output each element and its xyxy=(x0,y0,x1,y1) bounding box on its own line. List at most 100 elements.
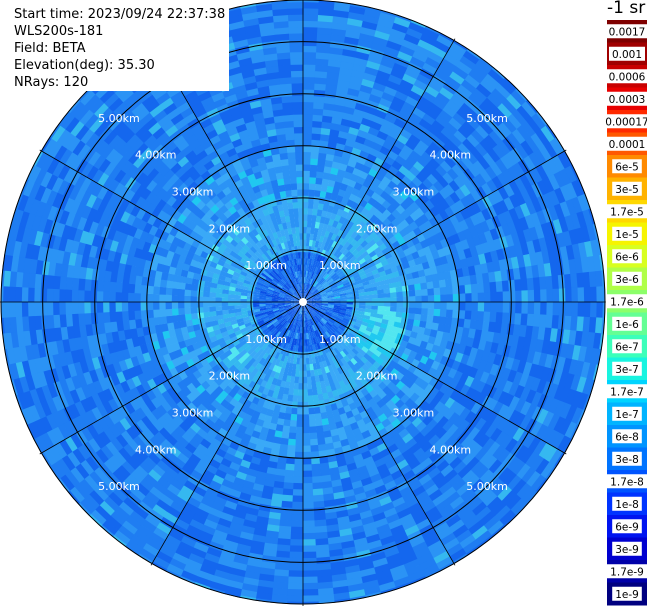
radar-gate xyxy=(284,463,295,471)
radar-gate xyxy=(401,175,413,187)
radar-gate xyxy=(350,238,358,247)
radar-gate xyxy=(449,94,465,109)
radar-gate xyxy=(315,177,323,185)
radar-gate xyxy=(449,203,461,215)
radar-gate xyxy=(449,269,458,279)
radar-gate xyxy=(303,257,306,265)
radar-gate xyxy=(303,39,318,47)
radar-gate xyxy=(315,299,323,301)
radar-gate xyxy=(190,289,198,297)
radar-gate xyxy=(422,62,439,75)
radar-gate xyxy=(115,311,123,322)
radar-gate xyxy=(427,79,444,93)
radar-gate xyxy=(215,306,223,312)
radar-gate xyxy=(565,302,573,317)
radar-gate xyxy=(409,191,420,202)
radar-gate xyxy=(459,208,471,221)
radar-gate xyxy=(328,245,335,254)
radar-gate xyxy=(330,34,346,43)
radar-gate xyxy=(476,283,485,294)
radar-gate xyxy=(334,242,341,250)
radar-gate xyxy=(427,226,438,238)
radar-gate xyxy=(485,217,497,231)
radar-gate xyxy=(420,134,434,147)
radar-gate xyxy=(90,290,98,302)
radar-gate xyxy=(359,302,366,306)
radar-gate xyxy=(421,295,429,303)
radar-gate xyxy=(306,291,312,298)
radar-gate xyxy=(322,172,331,180)
radar-gate xyxy=(552,218,564,235)
radar-gate xyxy=(302,470,313,478)
radar-gate xyxy=(303,226,308,234)
radar-gate xyxy=(545,275,554,290)
radar-gate xyxy=(477,232,488,245)
radar-gate xyxy=(444,195,456,208)
radar-gate xyxy=(464,216,475,229)
radar-gate xyxy=(571,302,579,317)
radar-gate xyxy=(328,134,339,144)
radar-gate xyxy=(316,45,331,54)
radar-gate xyxy=(332,264,339,272)
radar-gate xyxy=(436,230,447,242)
radar-gate xyxy=(565,198,577,216)
radar-gate xyxy=(33,301,41,317)
radar-gate xyxy=(326,259,333,267)
radar-gate xyxy=(470,213,481,227)
radar-gate xyxy=(320,291,327,296)
radar-gate xyxy=(583,302,591,318)
radar-gate xyxy=(293,382,299,390)
radar-gate xyxy=(459,55,477,70)
radar-gate xyxy=(165,301,172,310)
radar-gate xyxy=(208,296,216,302)
radar-gate xyxy=(177,301,185,309)
radar-gate xyxy=(377,302,385,307)
radar-gate xyxy=(319,216,326,224)
radar-gate xyxy=(357,267,365,274)
radar-gate xyxy=(310,151,320,160)
radar-gate xyxy=(311,288,318,294)
radar-gate xyxy=(391,96,406,108)
radar-gate xyxy=(439,32,455,43)
radar-gate xyxy=(184,289,192,297)
radar-gate xyxy=(518,216,530,231)
radar-gate xyxy=(539,276,547,291)
radar-gate xyxy=(549,261,559,277)
radar-gate xyxy=(355,264,363,271)
radar-gate xyxy=(479,78,497,94)
radar-gate xyxy=(502,169,515,184)
radar-gate xyxy=(327,59,342,68)
radar-gate xyxy=(424,25,441,36)
radar-gate xyxy=(314,294,321,298)
radar-gate xyxy=(349,281,357,287)
radar-gate xyxy=(340,118,352,128)
radar-gate xyxy=(340,60,355,70)
radar-gate xyxy=(324,159,334,168)
radar-gate xyxy=(371,294,379,299)
radar-gate xyxy=(499,78,516,95)
radar-gate xyxy=(252,299,260,302)
radar-gate xyxy=(497,212,508,227)
radar-gate xyxy=(458,284,466,295)
radar-gate xyxy=(379,145,391,157)
radar-gate xyxy=(317,27,333,35)
radar-gate xyxy=(299,364,303,372)
radar-gate xyxy=(409,265,419,274)
radar-gate xyxy=(427,259,437,269)
radar-gate xyxy=(323,273,330,280)
radar-gate xyxy=(309,164,318,172)
radar-gate xyxy=(508,207,520,222)
radar-gate xyxy=(177,288,185,296)
radar-gate xyxy=(589,302,598,318)
radar-gate xyxy=(459,184,472,197)
radar-gate xyxy=(303,76,316,84)
radar-gate xyxy=(577,302,585,318)
radar-gate xyxy=(400,256,409,265)
radar-gate xyxy=(535,129,550,146)
radar-gate xyxy=(451,163,464,177)
radar-gate xyxy=(402,302,410,308)
radar-gate xyxy=(338,288,346,293)
radar-gate xyxy=(529,252,538,267)
radar-gate xyxy=(478,102,494,117)
radar-gate xyxy=(303,270,305,278)
